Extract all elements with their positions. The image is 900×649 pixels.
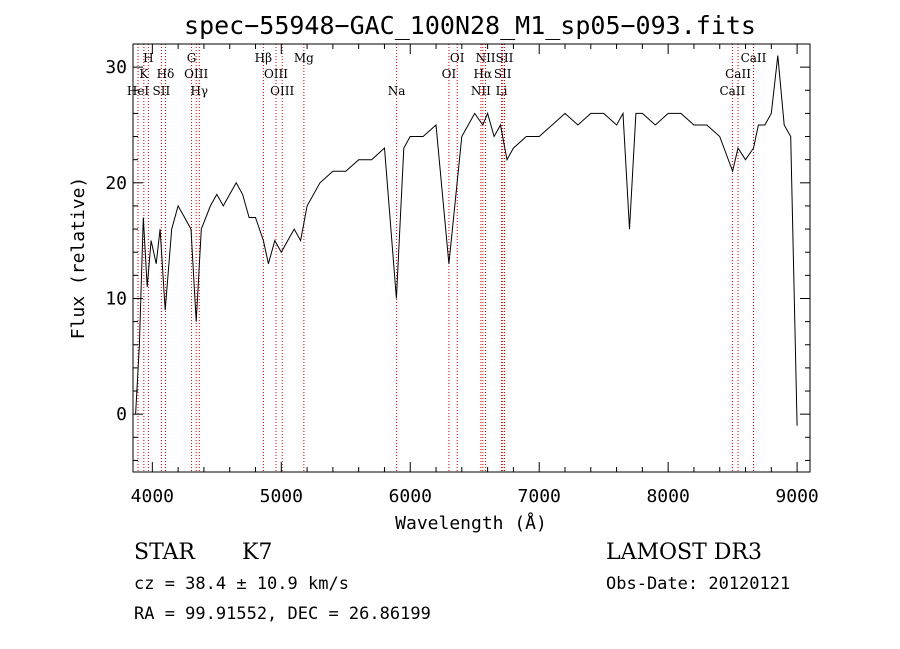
y-axis-label: Flux (relative) — [68, 177, 89, 340]
y-axis: 0 10 20 30 — [105, 43, 810, 461]
y-tick-label: 30 — [105, 57, 127, 78]
spectral-line-label: NII — [476, 51, 496, 65]
object-class: STAR — [134, 540, 196, 565]
survey-name: LAMOST DR3 — [606, 540, 762, 565]
obs-date: Obs-Date: 20120121 — [606, 574, 790, 594]
y-tick-label: 20 — [105, 173, 127, 194]
x-tick-label: 8000 — [646, 486, 689, 507]
spectral-line-markers — [137, 44, 755, 472]
chart-title: spec−55948−GAC_100N28_M1_sp05−093.fits — [184, 11, 756, 40]
y-tick-label: 10 — [105, 288, 127, 309]
spectral-line-label: G — [187, 51, 197, 65]
x-axis: 4000 5000 6000 7000 8000 9000 — [131, 44, 819, 507]
ra-dec-readout: RA = 99.91552, DEC = 26.86199 — [134, 604, 431, 624]
spectral-line-label: Li — [496, 84, 508, 98]
object-subclass: K7 — [242, 540, 272, 565]
y-tick-label: 0 — [116, 404, 127, 425]
spectral-line-label: H — [143, 51, 153, 65]
spectral-line-label: Hβ — [255, 51, 272, 65]
spectral-line-label: NII — [471, 84, 491, 98]
spectral-line-label: CaII — [719, 84, 745, 98]
spectral-line-label: Na — [388, 84, 406, 98]
spectral-line-label: SII — [153, 84, 171, 98]
spectral-line-label: OIII — [264, 67, 288, 81]
spectral-line-label: CaII — [741, 51, 767, 65]
spectral-line-label: SII — [496, 51, 514, 65]
x-tick-label: 9000 — [775, 486, 818, 507]
spectral-line-label: HeI — [127, 84, 150, 98]
x-tick-label: 5000 — [260, 486, 303, 507]
spectral-line-label: Hγ — [190, 84, 208, 98]
x-tick-label: 4000 — [131, 486, 174, 507]
spectral-line-label: OIII — [184, 67, 208, 81]
spectral-line-label: OI — [442, 67, 457, 81]
x-tick-label: 7000 — [518, 486, 561, 507]
spectral-line-label: CaII — [725, 67, 751, 81]
spectral-line-label: SII — [494, 67, 512, 81]
plot-frame — [132, 43, 811, 473]
x-tick-label: 6000 — [389, 486, 432, 507]
spectral-line-label: OI — [450, 51, 465, 65]
spectral-line-label: OIII — [270, 84, 294, 98]
x-axis-label: Wavelength (Å) — [395, 512, 547, 534]
redshift-readout: cz = 38.4 ± 10.9 km/s — [134, 574, 349, 594]
spectral-line-label: K — [139, 67, 149, 81]
spectrum-line — [135, 55, 798, 426]
spectral-line-label: Mg — [294, 51, 314, 65]
spectral-line-label: Hδ — [157, 67, 175, 81]
spectral-line-label: Hα — [474, 67, 493, 81]
